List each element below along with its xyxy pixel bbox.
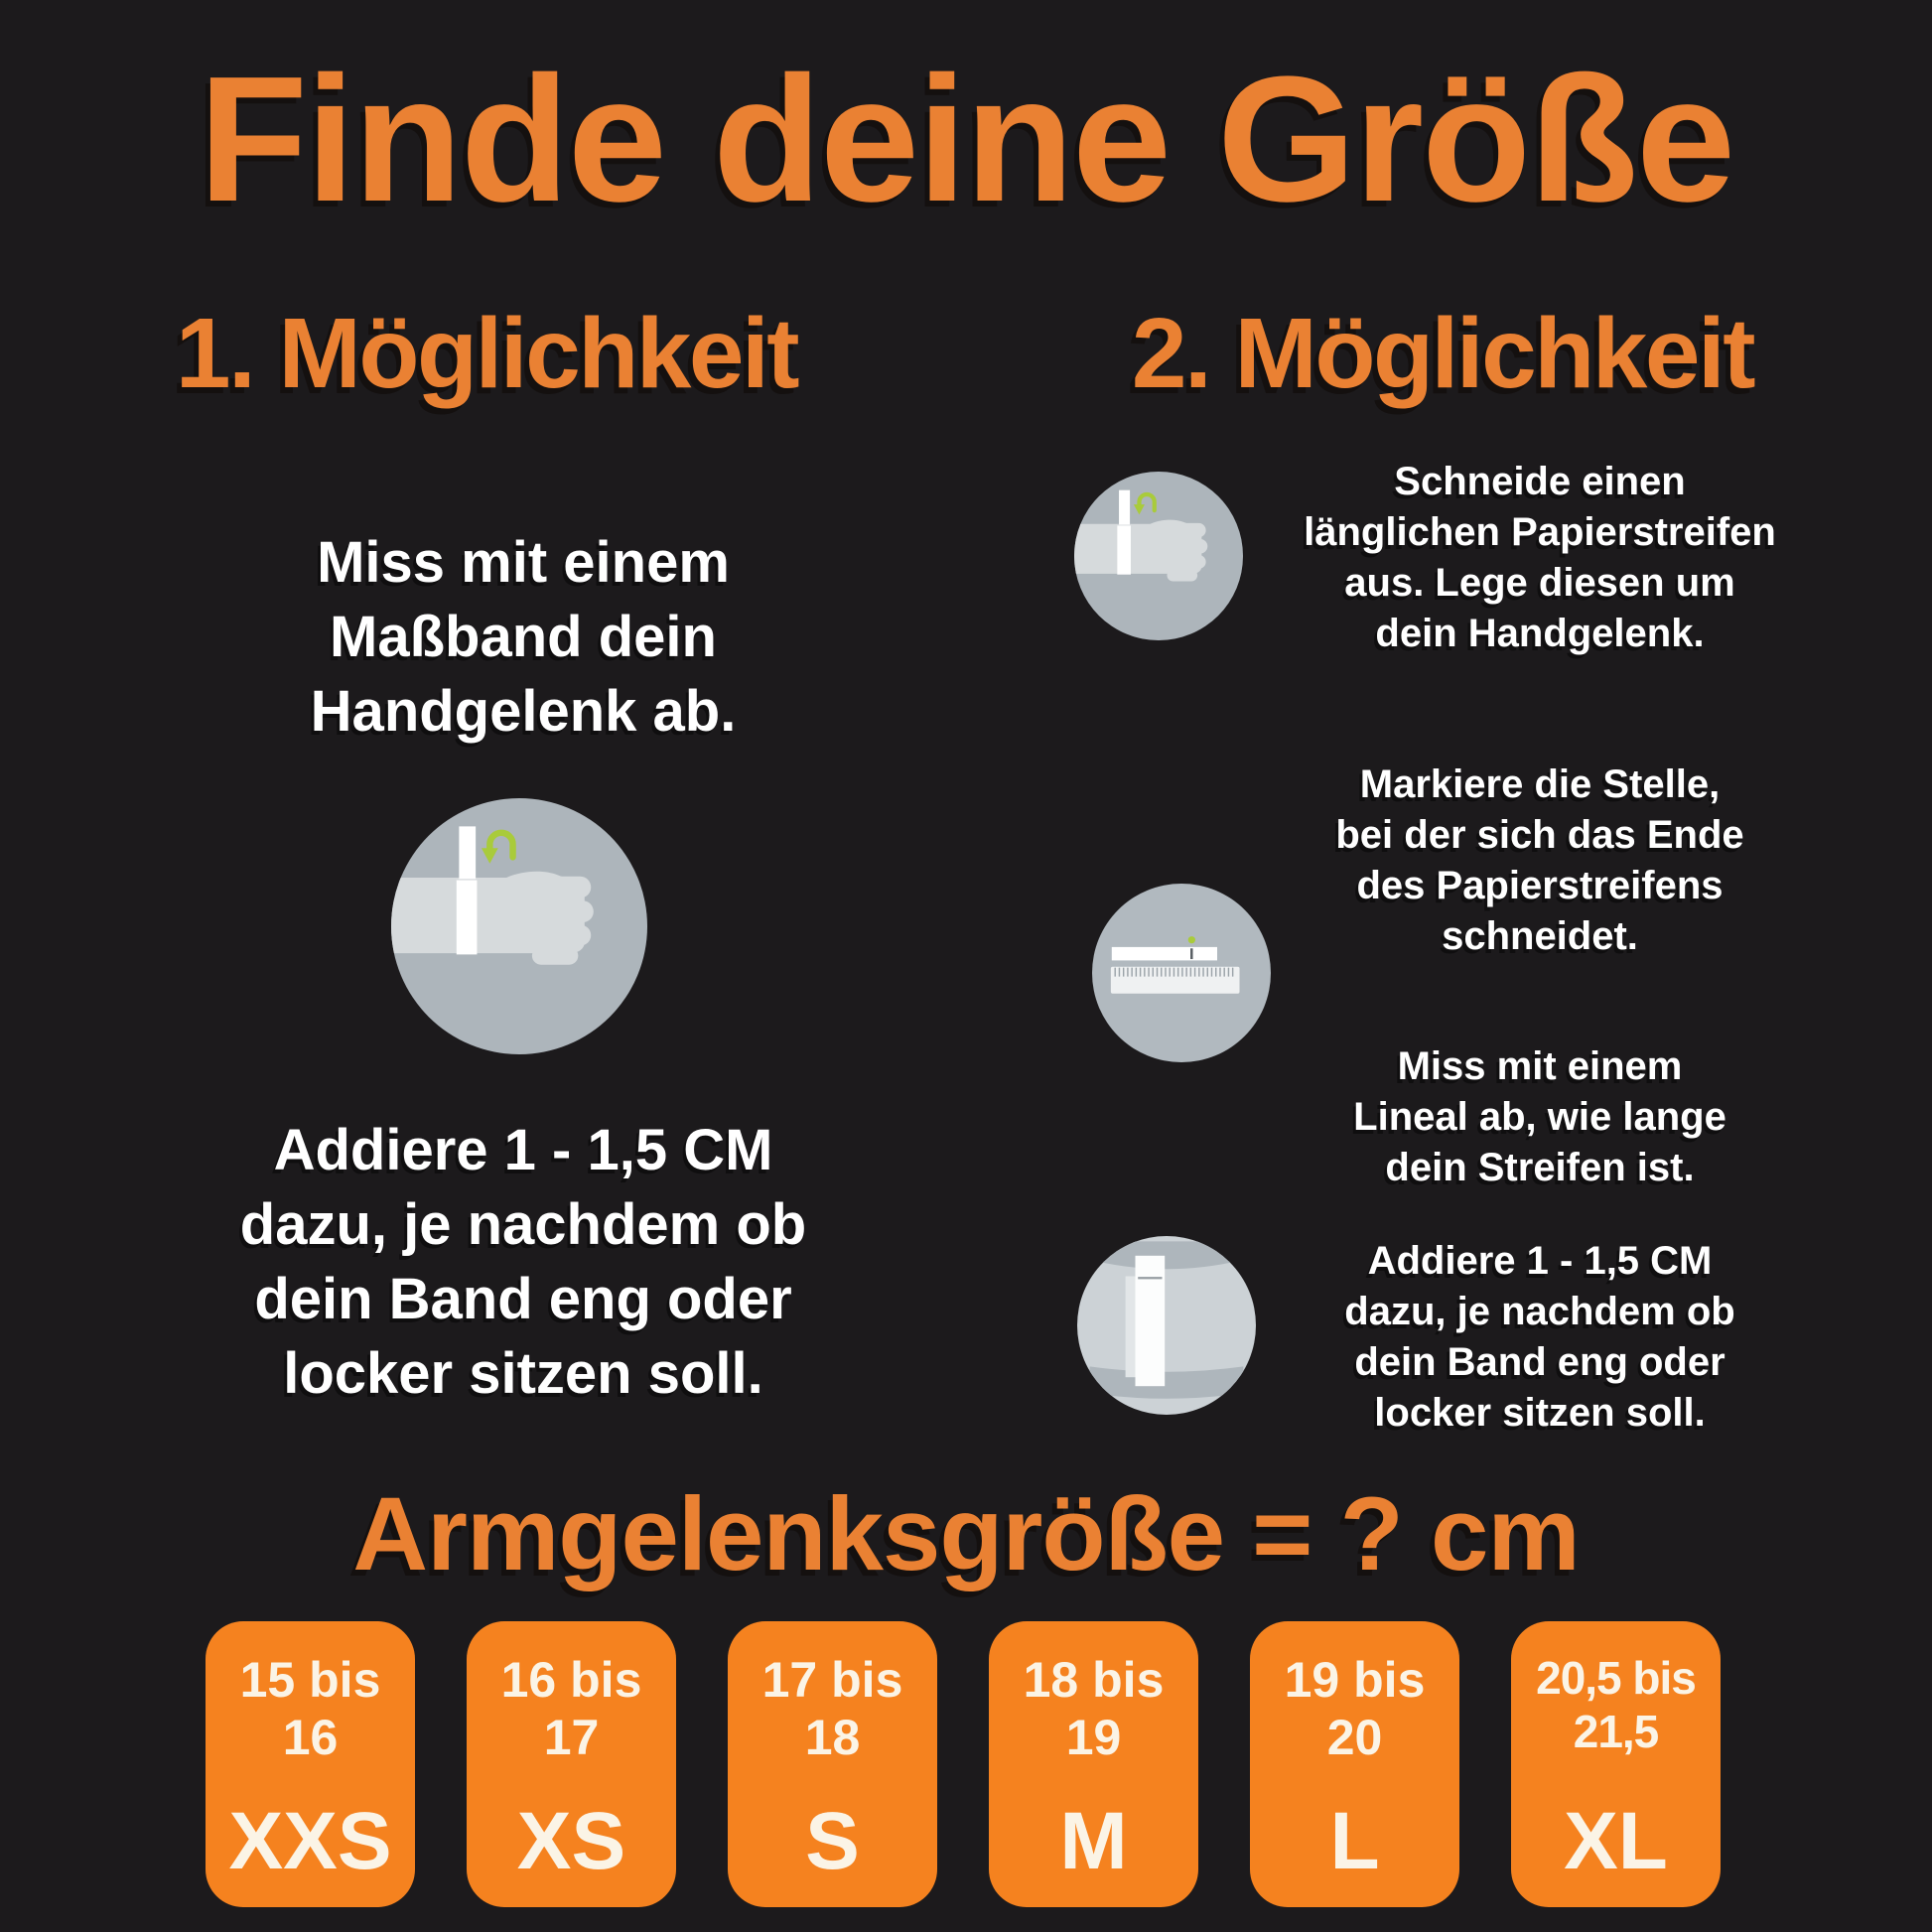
vertical-paper-strip-icon: [1077, 1236, 1256, 1415]
size-letter: S: [805, 1796, 860, 1886]
size-range: 19 bis 20: [1284, 1652, 1426, 1765]
size-box-xxs: 15 bis 16 XXS: [206, 1621, 415, 1907]
paper-strip: [1111, 946, 1217, 961]
option-2-heading: 2. Möglichkeit: [1131, 298, 1756, 409]
ruler-with-paper-strip-icon: [1092, 884, 1271, 1062]
band-loose-end: [459, 826, 477, 880]
wrist-with-measuring-band-icon: [1074, 472, 1243, 640]
size-letter: L: [1329, 1796, 1380, 1886]
option-1-heading: 1. Möglichkeit: [175, 298, 800, 409]
hand-illustration: [391, 826, 594, 965]
pen-mark: [1190, 948, 1193, 960]
size-box-xl: 20,5 bis 21,5 XL: [1511, 1621, 1721, 1907]
page-title: Finde deine Größe: [198, 40, 1735, 239]
wrap-around-arrow-icon: [481, 829, 516, 864]
size-letter: XS: [516, 1796, 626, 1886]
mark-dot: [1187, 936, 1195, 944]
wrist-band: [1117, 525, 1131, 575]
right-step-ruler-text: Miss mit einem Lineal ab, wie lange dein…: [1353, 1044, 1726, 1189]
wrist-band: [456, 880, 478, 955]
size-letter: XL: [1564, 1796, 1668, 1886]
wrist-with-measuring-band-icon: [391, 798, 647, 1054]
left-step-add-text: Addiere 1 - 1,5 CM dazu, je nachdem ob d…: [239, 1118, 807, 1406]
size-box-xs: 16 bis 17 XS: [467, 1621, 676, 1907]
band-loose-end: [1119, 489, 1131, 525]
hand-illustration: [1074, 489, 1208, 582]
size-letter: M: [1059, 1796, 1128, 1886]
strip-back-layer: [1125, 1276, 1138, 1378]
size-box-l: 19 bis 20 L: [1250, 1621, 1459, 1907]
size-range: 17 bis 18: [761, 1652, 903, 1765]
wrap-around-arrow-icon: [1133, 491, 1157, 515]
size-range: 16 bis 17: [500, 1652, 642, 1765]
size-box-s: 17 bis 18 S: [728, 1621, 937, 1907]
size-range: 18 bis 19: [1023, 1652, 1165, 1765]
size-letter: XXS: [228, 1796, 392, 1886]
left-step-measure-text: Miss mit einem Maßband dein Handgelenk a…: [310, 530, 737, 744]
right-step-add-text: Addiere 1 - 1,5 CM dazu, je nachdem ob d…: [1344, 1239, 1735, 1435]
size-range: 20,5 bis 21,5: [1536, 1652, 1697, 1757]
wrist-size-result-label: Armgelenksgröße = ? cm: [352, 1476, 1581, 1592]
right-step-cut-text: Schneide einen länglichen Papierstreifen…: [1304, 460, 1776, 655]
size-range: 15 bis 16: [239, 1652, 381, 1765]
right-step-mark-text: Markiere die Stelle, bei der sich das En…: [1335, 762, 1744, 958]
paper-strip: [1135, 1255, 1166, 1387]
size-box-m: 18 bis 19 M: [989, 1621, 1198, 1907]
